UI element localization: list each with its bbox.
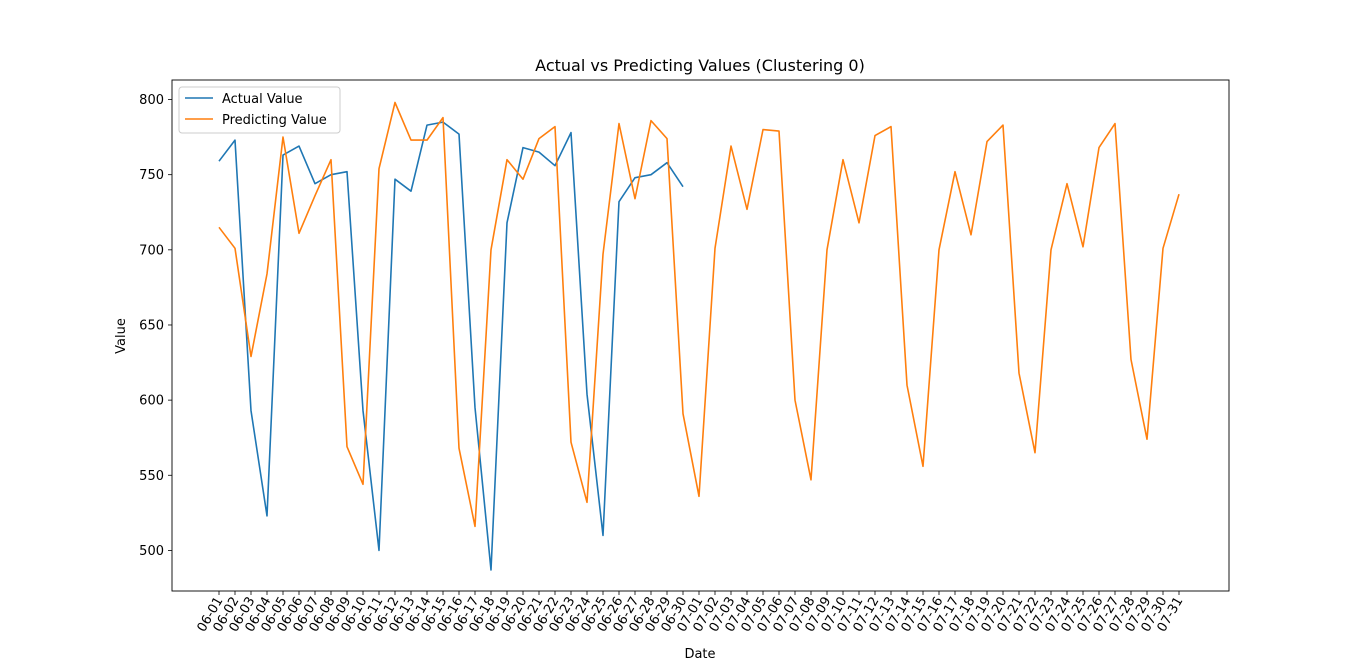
y-tick-label: 600 [139,394,164,409]
y-axis: 500 550 600 650 700 750 800 [139,93,172,559]
y-tick-label: 800 [139,93,164,108]
x-axis-label: Date [684,647,715,662]
x-axis: 06-0106-0206-0306-0406-0506-0606-0706-08… [195,591,1186,635]
y-tick-label: 500 [139,544,164,559]
series-line-actual-value [218,121,684,571]
legend-label-predicting-value: Predicting Value [222,113,327,128]
plot-frame [171,79,1230,592]
y-tick-label: 650 [139,318,164,333]
y-tick-label: 750 [139,168,164,183]
series-line-predicting-value [218,101,1180,528]
legend-label-actual-value: Actual Value [222,92,303,107]
y-tick-label: 550 [139,469,164,484]
y-axis-label: Value [114,318,129,354]
legend: Actual Value Predicting Value [178,86,341,134]
plot-area [171,79,1230,592]
series-layer [218,101,1180,571]
y-tick-label: 700 [139,243,164,258]
legend-box [178,86,341,134]
chart-title: Actual vs Predicting Values (Clustering … [535,56,865,75]
plot-background [172,80,1229,591]
